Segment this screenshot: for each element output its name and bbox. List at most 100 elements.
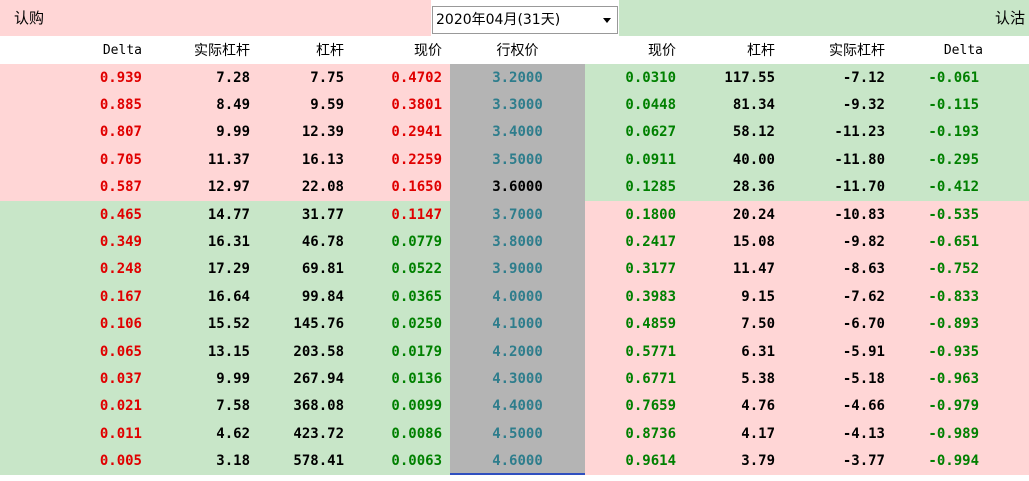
table-cell: 0.2941 <box>352 118 450 147</box>
table-cell: -0.752 <box>893 255 1029 284</box>
table-cell: 0.0779 <box>352 228 450 256</box>
column-header: 现价 <box>585 36 684 64</box>
table-cell: 9.99 <box>150 118 258 147</box>
month-dropdown[interactable]: 2020年04月(31天) <box>432 6 618 34</box>
table-cell: 4.6000 <box>450 447 585 475</box>
table-cell: 423.72 <box>258 420 352 448</box>
table-cell: 16.31 <box>150 228 258 256</box>
table-cell: 0.465 <box>0 200 150 229</box>
table-cell: -11.80 <box>783 146 893 174</box>
table-cell: 4.5000 <box>450 420 585 448</box>
table-cell: 0.021 <box>0 392 150 421</box>
table-cell: 0.1800 <box>585 200 684 229</box>
table-cell: -9.32 <box>783 91 893 119</box>
table-cell: -5.18 <box>783 365 893 393</box>
table-cell: 4.76 <box>684 392 783 421</box>
table-cell: 0.0365 <box>352 283 450 311</box>
table-cell: -0.833 <box>893 283 1029 311</box>
table-cell: 0.0099 <box>352 392 450 421</box>
table-cell: 0.248 <box>0 255 150 284</box>
table-cell: 0.0522 <box>352 255 450 284</box>
top-bar: 认购 2020年04月(31天) 认沽 <box>0 0 1029 36</box>
table-cell: 13.15 <box>150 337 258 366</box>
table-cell: 0.0911 <box>585 146 684 174</box>
column-header: 杠杆 <box>258 36 352 64</box>
table-cell: 4.3000 <box>450 365 585 393</box>
table-cell: 6.31 <box>684 337 783 366</box>
table-row: 0.248 17.29 69.81 0.0522 3.9000 0.3177 11.47 -8… <box>0 255 1029 284</box>
table-cell: -7.12 <box>783 64 893 92</box>
table-cell: 3.7000 <box>450 200 585 229</box>
table-cell: 368.08 <box>258 392 352 421</box>
dropdown-arrow[interactable] <box>603 18 611 23</box>
table-cell: 12.39 <box>258 118 352 147</box>
table-cell: -6.70 <box>783 310 893 338</box>
table-cell: -0.994 <box>893 447 1029 475</box>
option-table: Delta 实际杠杆 杠杆 现价 行权价 现价 杠杆 实际杠杆 Delta 0.939 7.28 7… <box>0 36 1029 475</box>
table-cell: -4.66 <box>783 392 893 421</box>
table-cell: 0.885 <box>0 91 150 119</box>
table-cell: 3.18 <box>150 447 258 475</box>
table-cell: 0.8736 <box>585 420 684 448</box>
table-cell: 0.2259 <box>352 146 450 174</box>
table-cell: 81.34 <box>684 91 783 119</box>
table-row: 0.465 14.77 31.77 0.1147 3.7000 0.1800 20.24 -1… <box>0 200 1029 229</box>
table-cell: 0.4859 <box>585 310 684 338</box>
table-cell: -5.91 <box>783 337 893 366</box>
table-cell: 0.005 <box>0 447 150 475</box>
table-cell: 117.55 <box>684 64 783 92</box>
table-row: 0.587 12.97 22.08 0.1650 3.6000 0.1285 28.36 -1… <box>0 173 1029 201</box>
table-cell: -0.193 <box>893 118 1029 147</box>
table-cell: 0.1285 <box>585 173 684 201</box>
table-cell: 9.15 <box>684 283 783 311</box>
table-cell: 3.4000 <box>450 118 585 147</box>
table-cell: 0.3801 <box>352 91 450 119</box>
table-cell: 7.75 <box>258 64 352 92</box>
column-header: 行权价 <box>450 36 585 64</box>
table-cell: 0.0179 <box>352 337 450 366</box>
table-cell: 0.3177 <box>585 255 684 284</box>
table-cell: 3.5000 <box>450 146 585 174</box>
table-row: 0.011 4.62 423.72 0.0086 4.5000 0.8736 4.17 -4.… <box>0 420 1029 448</box>
table-row: 0.939 7.28 7.75 0.4702 3.2000 0.0310 117.55 -7.… <box>0 64 1029 92</box>
table-cell: 4.0000 <box>450 283 585 311</box>
table-cell: 203.58 <box>258 337 352 366</box>
table-row: 0.349 16.31 46.78 0.0779 3.8000 0.2417 15.08 -9… <box>0 228 1029 256</box>
table-cell: -0.989 <box>893 420 1029 448</box>
table-cell: 7.50 <box>684 310 783 338</box>
table-cell: -0.535 <box>893 200 1029 229</box>
table-row: 0.021 7.58 368.08 0.0099 4.4000 0.7659 4.76 -4.… <box>0 392 1029 421</box>
table-cell: 0.0448 <box>585 91 684 119</box>
table-cell: -0.115 <box>893 91 1029 119</box>
table-cell: -0.412 <box>893 173 1029 201</box>
table-cell: 69.81 <box>258 255 352 284</box>
column-header: Delta <box>0 36 150 64</box>
header-row: Delta 实际杠杆 杠杆 现价 行权价 现价 杠杆 实际杠杆 Delta <box>0 36 1029 64</box>
table-cell: 0.167 <box>0 283 150 311</box>
table-cell: -9.82 <box>783 228 893 256</box>
table-cell: 16.13 <box>258 146 352 174</box>
table-cell: 0.349 <box>0 228 150 256</box>
table-row: 0.807 9.99 12.39 0.2941 3.4000 0.0627 58.12 -11… <box>0 118 1029 147</box>
table-cell: 0.939 <box>0 64 150 92</box>
table-cell: -8.63 <box>783 255 893 284</box>
month-text: 2020年04月(31天) <box>436 12 561 28</box>
table-cell: 578.41 <box>258 447 352 475</box>
table-cell: 31.77 <box>258 200 352 229</box>
table-cell: 0.106 <box>0 310 150 338</box>
table-cell: 0.065 <box>0 337 150 366</box>
table-cell: 0.705 <box>0 146 150 174</box>
table-cell: 3.9000 <box>450 255 585 284</box>
column-header: Delta <box>893 36 1029 64</box>
table-cell: 0.1147 <box>352 200 450 229</box>
table-cell: 0.5771 <box>585 337 684 366</box>
table-cell: 3.79 <box>684 447 783 475</box>
table-cell: 3.2000 <box>450 64 585 92</box>
table-cell: -0.295 <box>893 146 1029 174</box>
table-cell: 0.9614 <box>585 447 684 475</box>
table-cell: 40.00 <box>684 146 783 174</box>
table-cell: -4.13 <box>783 420 893 448</box>
table-cell: -11.23 <box>783 118 893 147</box>
table-cell: 0.0250 <box>352 310 450 338</box>
